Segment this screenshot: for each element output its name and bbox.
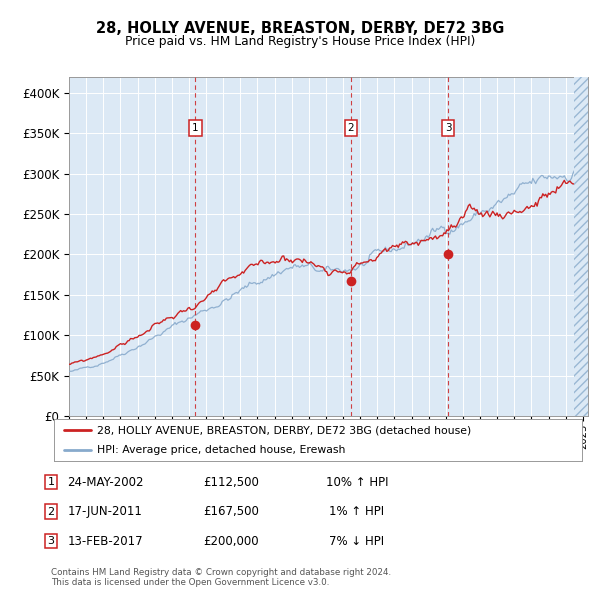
Text: Contains HM Land Registry data © Crown copyright and database right 2024.
This d: Contains HM Land Registry data © Crown c… [51, 568, 391, 587]
Text: 1% ↑ HPI: 1% ↑ HPI [329, 505, 385, 518]
Text: 10% ↑ HPI: 10% ↑ HPI [326, 476, 388, 489]
Text: 24-MAY-2002: 24-MAY-2002 [67, 476, 143, 489]
Text: 1: 1 [192, 123, 199, 133]
Text: £167,500: £167,500 [203, 505, 259, 518]
Text: 13-FEB-2017: 13-FEB-2017 [67, 535, 143, 548]
Text: HPI: Average price, detached house, Erewash: HPI: Average price, detached house, Erew… [97, 445, 346, 455]
Text: 3: 3 [47, 536, 55, 546]
Text: 2: 2 [47, 507, 55, 516]
Text: 3: 3 [445, 123, 451, 133]
Text: 7% ↓ HPI: 7% ↓ HPI [329, 535, 385, 548]
Bar [574, 77, 588, 416]
Text: 2: 2 [347, 123, 354, 133]
Text: £112,500: £112,500 [203, 476, 259, 489]
Text: £200,000: £200,000 [203, 535, 259, 548]
Text: 28, HOLLY AVENUE, BREASTON, DERBY, DE72 3BG (detached house): 28, HOLLY AVENUE, BREASTON, DERBY, DE72 … [97, 425, 472, 435]
Text: Price paid vs. HM Land Registry's House Price Index (HPI): Price paid vs. HM Land Registry's House … [125, 35, 475, 48]
Text: 28, HOLLY AVENUE, BREASTON, DERBY, DE72 3BG: 28, HOLLY AVENUE, BREASTON, DERBY, DE72 … [96, 21, 504, 35]
Text: 17-JUN-2011: 17-JUN-2011 [68, 505, 142, 518]
Text: 1: 1 [47, 477, 55, 487]
